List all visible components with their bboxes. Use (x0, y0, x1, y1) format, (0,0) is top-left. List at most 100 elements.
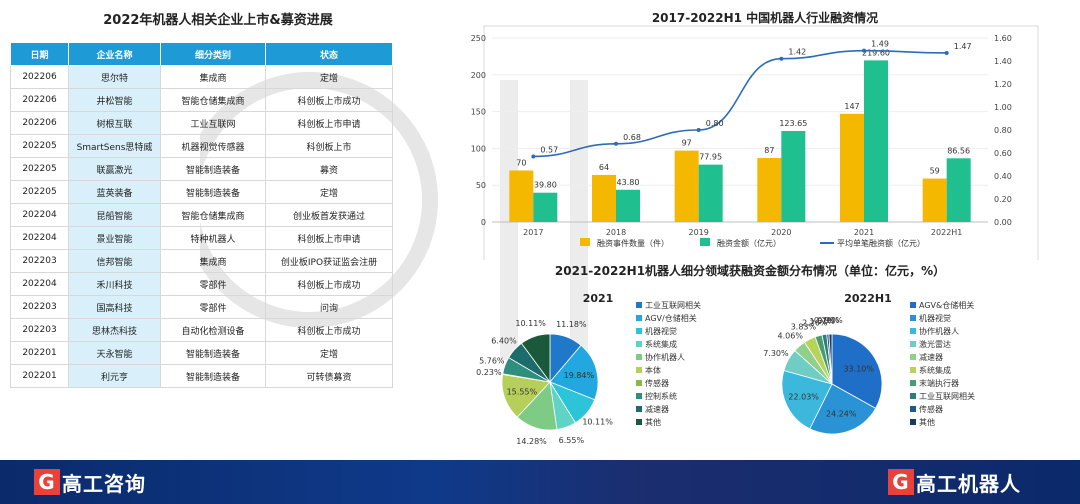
amount-bar (864, 60, 888, 222)
y2-tick-label: 1.60 (994, 34, 1012, 43)
legend-label: 协作机器人 (919, 326, 959, 336)
slice-percent-label: 4.06% (778, 332, 804, 341)
slice-percent-label: 0.99% (817, 316, 843, 325)
pie-slice (809, 383, 877, 435)
slice-percent-label: 10.11% (515, 319, 546, 328)
amount-label: 86.56 (947, 146, 970, 155)
event-count-label: 70 (516, 158, 526, 167)
event-count-bar (592, 174, 616, 222)
legend-swatch-icon (700, 238, 710, 246)
amount-label: 123.65 (779, 119, 807, 128)
legend-label: 其他 (919, 417, 935, 427)
date-cell: 202201 (10, 364, 69, 388)
table-row: 202204 景业智能 特种机器人 科创板上市申请 (10, 226, 393, 250)
chart-title: 2017-2022H1 中国机器人行业融资情况 (652, 10, 878, 25)
category-cell: 特种机器人 (160, 226, 266, 250)
event-count-bar (840, 113, 864, 222)
y2-tick-label: 0.60 (994, 149, 1012, 158)
company-cell: 思尔特 (68, 65, 161, 89)
company-cell: 信邦智能 (68, 249, 161, 273)
legend-swatch-icon (910, 328, 916, 334)
date-cell: 202205 (10, 134, 69, 158)
legend-swatch-icon (636, 406, 642, 412)
slice-percent-label: 2.26% (802, 318, 828, 327)
right-brand: G 高工机器人 (888, 468, 1021, 496)
event-count-label: 87 (764, 146, 774, 155)
right-panel: 2017-2022H1 中国机器人行业融资情况 0 50 100 150 200 250 0.… (450, 0, 1080, 460)
legend-swatch-icon (636, 315, 642, 321)
amount-label: 43.80 (617, 178, 640, 187)
legend-swatch-icon (636, 419, 642, 425)
company-cell: 禾川科技 (68, 272, 161, 296)
date-cell: 202206 (10, 88, 69, 112)
legend-swatch-icon (910, 341, 916, 347)
slice-percent-label: 15.55% (507, 388, 538, 397)
company-cell: 树根互联 (68, 111, 161, 135)
company-cell: SmartSens思特威 (68, 134, 161, 158)
event-count-bar (757, 157, 782, 222)
distribution-pie-charts: 2021 11.18% 19.84% 10.11% 6.55% 14.28% 15.55% 0… (476, 292, 975, 446)
table-row: 202206 井松智能 智能仓储集成商 科创板上市成功 (10, 88, 393, 112)
right-brand-name: 高工机器人 (916, 471, 1021, 496)
legend-label: 工业互联网相关 (645, 300, 701, 310)
table-row: 202206 思尔特 集成商 定增 (10, 65, 393, 89)
event-count-bar (922, 178, 947, 222)
table-row: 202204 禾川科技 零部件 科创板上市成功 (10, 272, 393, 296)
table-row: 202203 信邦智能 集成商 创业板IPO获证监会注册 (10, 249, 393, 273)
legend-label: 融资事件数量（件） (597, 238, 669, 248)
x-tick-label: 2018 (606, 228, 626, 237)
amount-bar (946, 158, 971, 222)
date-cell: 202204 (10, 203, 69, 227)
status-cell: 可转债募资 (265, 364, 393, 388)
g-logo-icon: G (34, 469, 60, 495)
table-body: 202206 思尔特 集成商 定增 202206 井松智能 智能仓储集成商 科创板上市成功 20… (10, 65, 393, 388)
legend-label: 其他 (645, 417, 661, 427)
financing-combo-chart: 2017-2022H1 中国机器人行业融资情况 0 50 100 150 200 250 0.… (471, 10, 1039, 263)
legend-label: 减速器 (919, 352, 943, 362)
chart-frame (483, 25, 1039, 263)
category-cell: 智能仓储集成商 (160, 88, 266, 112)
y2-tick-label: 1.40 (994, 57, 1012, 66)
amount-bar (698, 164, 723, 222)
legend-label: 平均单笔融资额（亿元） (837, 238, 925, 248)
legend-label: 末端执行器 (919, 378, 959, 388)
pie-title: 2021 (583, 292, 614, 305)
status-cell: 科创板上市申请 (265, 226, 393, 250)
date-cell: 202205 (10, 157, 69, 181)
category-cell: 集成商 (160, 249, 266, 273)
date-cell: 202204 (10, 272, 69, 296)
legend-swatch-icon (910, 419, 916, 425)
y2-tick-label: 0.40 (994, 172, 1012, 181)
category-cell: 智能制造装备 (160, 180, 266, 204)
status-cell: 定增 (265, 341, 393, 365)
status-cell: 创业板首发获通过 (265, 203, 393, 227)
table-row: 202206 树根互联 工业互联网 科创板上市申请 (10, 111, 393, 135)
legend-swatch-icon (580, 238, 590, 246)
status-cell: 定增 (265, 65, 393, 89)
slice-percent-label: 10.11% (582, 418, 613, 427)
status-cell: 科创板上市 (265, 134, 393, 158)
y-tick-label: 100 (471, 144, 486, 153)
pie-section-title: 2021-2022H1机器人细分领域获融资金额分布情况（单位：亿元，%） (554, 264, 946, 278)
status-cell: 科创板上市申请 (265, 111, 393, 135)
slice-percent-label: 3.83% (791, 323, 817, 332)
event-count-bar (674, 150, 699, 222)
x-tick-label: 2020 (771, 228, 791, 237)
company-cell: 思林杰科技 (68, 318, 161, 342)
date-cell: 202203 (10, 295, 69, 319)
left-panel: 2022年机器人相关企业上市&募资进展 日期 企业名称 细分类别 状态 202206 思… (8, 10, 428, 388)
amount-label: 219.60 (862, 48, 890, 57)
table-header-row: 日期 企业名称 细分类别 状态 (10, 42, 393, 66)
slice-percent-label: 0.70% (814, 316, 840, 325)
pie-slice (828, 333, 833, 385)
company-cell: 利元亨 (68, 364, 161, 388)
category-cell: 机器视觉传感器 (160, 134, 266, 158)
y-tick-label: 200 (471, 71, 486, 80)
company-cell: 景业智能 (68, 226, 161, 250)
avg-amount-label: 0.57 (540, 145, 558, 154)
legend-swatch-icon (910, 302, 916, 308)
x-tick-label: 2021 (854, 228, 874, 237)
slice-percent-label: 0.23% (476, 368, 502, 377)
pie-slice (520, 333, 551, 384)
slice-percent-label: 1.51% (809, 317, 835, 326)
